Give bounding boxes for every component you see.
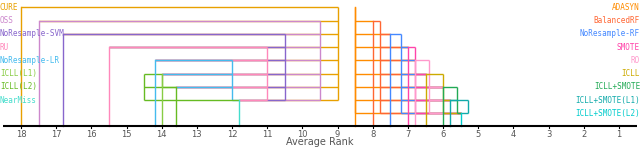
Text: SMOTE: SMOTE [617,43,640,52]
Text: RO: RO [631,56,640,65]
Text: ADASYN: ADASYN [612,3,640,12]
Text: Average Rank: Average Rank [286,137,354,147]
Text: NoResample-SVM: NoResample-SVM [0,29,65,38]
Text: ICLL+SMOTE(L2): ICLL+SMOTE(L2) [575,109,640,118]
Text: 8: 8 [370,130,376,139]
Text: 2: 2 [581,130,586,139]
Text: ICLL(L2): ICLL(L2) [0,82,37,91]
Text: 4: 4 [511,130,516,139]
Text: 17: 17 [51,130,61,139]
Text: 13: 13 [191,130,202,139]
Text: 6: 6 [440,130,446,139]
Text: 16: 16 [86,130,97,139]
Text: ICLL(L1): ICLL(L1) [0,69,37,78]
Text: ICLL+SMOTE(L1): ICLL+SMOTE(L1) [575,96,640,104]
Text: CURE: CURE [0,3,19,12]
Text: RU: RU [0,43,9,52]
Text: 12: 12 [227,130,237,139]
Text: 9: 9 [335,130,340,139]
Text: NoResample-LR: NoResample-LR [0,56,60,65]
Text: NoResample-RF: NoResample-RF [580,29,640,38]
Text: NearMiss: NearMiss [0,96,37,104]
Text: 11: 11 [262,130,273,139]
Text: 1: 1 [616,130,621,139]
Text: OSS: OSS [0,16,14,25]
Text: 7: 7 [405,130,411,139]
Text: 10: 10 [297,130,308,139]
Text: 15: 15 [122,130,132,139]
Text: 18: 18 [16,130,26,139]
Text: 14: 14 [156,130,167,139]
Text: 3: 3 [546,130,551,139]
Text: 5: 5 [476,130,481,139]
Text: BalancedRF: BalancedRF [594,16,640,25]
Text: ICLL+SMOTE: ICLL+SMOTE [594,82,640,91]
Text: ICLL: ICLL [621,69,640,78]
